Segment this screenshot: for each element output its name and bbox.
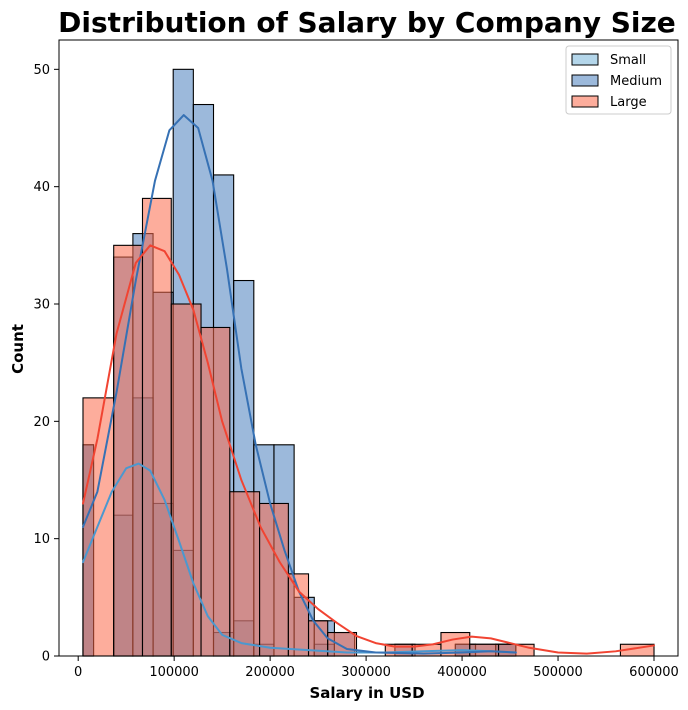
series-large-bars (82, 197, 655, 657)
x-tick-label: 200000 (245, 665, 295, 680)
axes: 0 100000 200000 300000 400000 500000 600000 0 10… (33, 39, 679, 680)
kde-line-small (81, 462, 517, 654)
histogram-bar (287, 573, 310, 657)
legend-label-medium: Medium (610, 74, 662, 89)
kde-line-large (81, 244, 656, 655)
plot-area (81, 68, 656, 657)
x-tick-label: 100000 (149, 665, 199, 680)
x-axis-label: Salary in USD (309, 684, 424, 702)
legend: Small Medium Large (565, 45, 672, 115)
legend-swatch-small (571, 53, 599, 66)
histogram-bar (141, 197, 172, 657)
legend-swatch-large (571, 95, 599, 108)
y-tick-label: 40 (33, 180, 50, 195)
x-tick-label: 600000 (629, 665, 679, 680)
plot-frame (58, 39, 679, 657)
y-tick-label: 50 (33, 63, 50, 78)
legend-label-small: Small (610, 53, 646, 68)
y-tick-label: 30 (33, 298, 50, 313)
y-tick-label: 10 (33, 532, 50, 547)
histogram-bar (497, 643, 535, 657)
x-tick-label: 400000 (437, 665, 487, 680)
legend-swatch-medium (571, 74, 599, 87)
histogram-bar (170, 303, 202, 657)
x-tick-label: 0 (74, 665, 82, 680)
y-axis-label: Count (9, 324, 27, 374)
y-tick-label: 0 (42, 650, 50, 665)
x-tick-label: 300000 (341, 665, 391, 680)
kde-line-medium (81, 114, 517, 655)
x-tick-label: 500000 (533, 665, 583, 680)
histogram-bar (200, 326, 231, 657)
histogram-bar (259, 502, 289, 657)
chart-title: Distribution of Salary by Company Size (58, 6, 676, 39)
legend-label-large: Large (610, 95, 647, 110)
y-tick-label: 20 (33, 415, 50, 430)
histogram-bar (229, 491, 261, 657)
histogram-bar (113, 244, 144, 657)
